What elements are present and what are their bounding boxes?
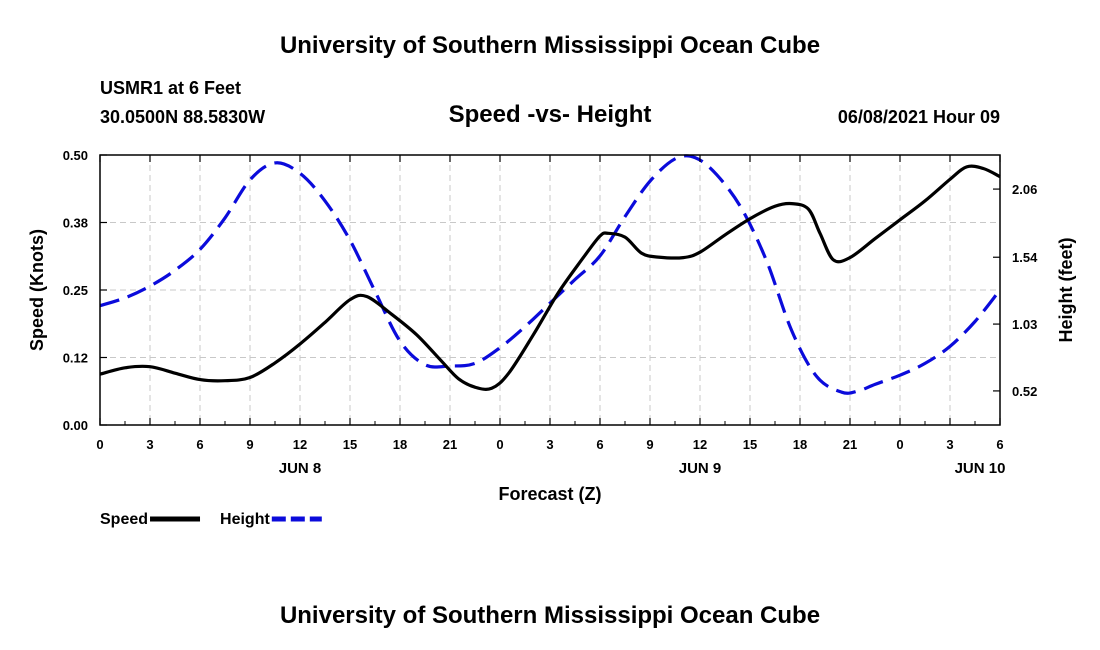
station-label: USMR1 at 6 Feet bbox=[100, 78, 242, 98]
y-tick-label: 0.50 bbox=[63, 148, 88, 163]
y-tick-label: 0.38 bbox=[63, 216, 88, 231]
speed-legend-label: Speed bbox=[100, 511, 148, 528]
x-tick-label: 9 bbox=[246, 437, 253, 452]
station-coordinates: 30.0500N 88.5830W bbox=[100, 107, 266, 127]
x-tick-label: 21 bbox=[443, 437, 457, 452]
axis-ticks bbox=[99, 154, 1001, 426]
x-tick-label: 3 bbox=[946, 437, 953, 452]
x-tick-label: 18 bbox=[393, 437, 407, 452]
x-tick-label: 6 bbox=[196, 437, 203, 452]
speed-series-line bbox=[99, 164, 1001, 391]
legend: Speed Height bbox=[100, 511, 322, 528]
x-tick-label: 3 bbox=[546, 437, 553, 452]
y2-tick-label: 1.03 bbox=[1012, 317, 1037, 332]
day-label: JUN 10 bbox=[955, 460, 1006, 477]
x-tick-label: 0 bbox=[96, 437, 103, 452]
y-axis-label: Speed (Knots) bbox=[27, 229, 47, 351]
x-tick-label: 0 bbox=[896, 437, 903, 452]
grid-lines bbox=[100, 155, 1000, 425]
axis-labels: 0 3 6 9 12 15 18 21 0 3 6 9 12 15 18 21 0 3 6 JUN 8 JUN 9 JUN… bbox=[63, 148, 1038, 477]
height-legend-label: Height bbox=[220, 511, 270, 528]
x-tick-label: 12 bbox=[693, 437, 707, 452]
x-tick-label: 6 bbox=[996, 437, 1003, 452]
x-axis-label: Forecast (Z) bbox=[498, 484, 601, 504]
footer-title: University of Southern Mississippi Ocean… bbox=[279, 602, 821, 629]
x-tick-label: 12 bbox=[293, 437, 307, 452]
height-series-line bbox=[99, 154, 1002, 395]
chart-title: University of Southern Mississippi Ocean… bbox=[279, 32, 821, 59]
x-tick-label: 15 bbox=[343, 437, 357, 452]
x-tick-label: 15 bbox=[743, 437, 757, 452]
y-tick-label: 0.00 bbox=[63, 418, 88, 433]
forecast-timestamp: 06/08/2021 Hour 09 bbox=[837, 107, 1000, 127]
x-tick-label: 0 bbox=[496, 437, 503, 452]
day-label: JUN 9 bbox=[679, 460, 722, 477]
y-tick-label: 0.25 bbox=[63, 283, 88, 298]
x-tick-label: 6 bbox=[596, 437, 603, 452]
x-tick-label: 21 bbox=[843, 437, 857, 452]
chart-subtitle: Speed -vs- Height bbox=[448, 101, 652, 128]
y2-axis-label: Height (feet) bbox=[1056, 238, 1076, 343]
y2-tick-label: 0.52 bbox=[1012, 384, 1037, 399]
x-tick-label: 9 bbox=[646, 437, 653, 452]
x-tick-label: 3 bbox=[146, 437, 153, 452]
y2-tick-label: 1.54 bbox=[1012, 250, 1038, 265]
y2-tick-label: 2.06 bbox=[1012, 182, 1037, 197]
series-lines bbox=[99, 154, 1002, 395]
y-tick-label: 0.12 bbox=[63, 351, 88, 366]
day-label: JUN 8 bbox=[279, 460, 322, 477]
x-tick-label: 18 bbox=[793, 437, 807, 452]
